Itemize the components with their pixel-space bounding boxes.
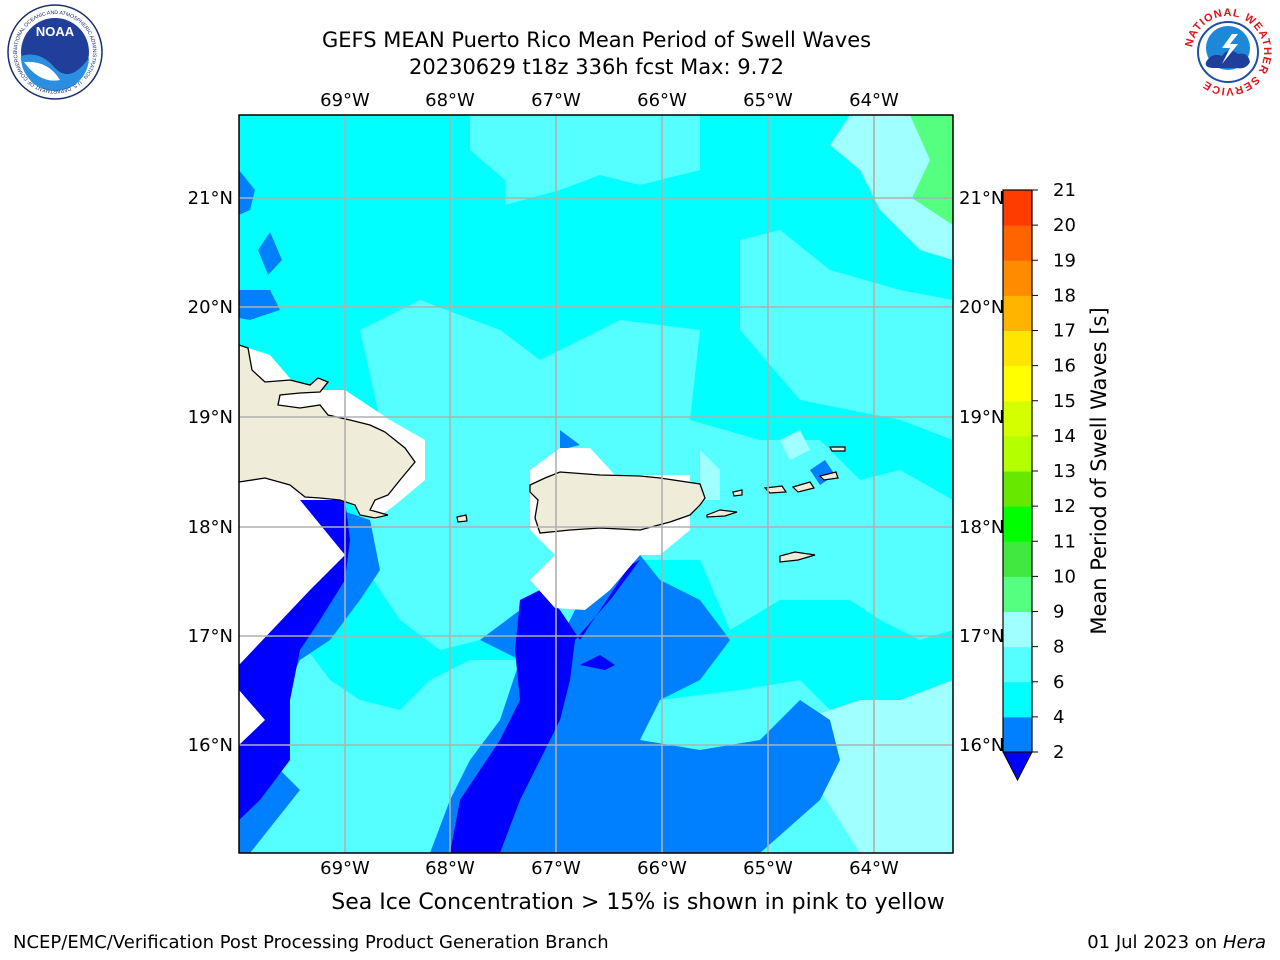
footer-branch: NCEP/EMC/Verification Post Processing Pr…	[13, 932, 609, 953]
lon-label-top: 69°W	[320, 90, 370, 111]
colorbar-swatch	[1003, 646, 1032, 683]
lat-label-left: 16°N	[188, 735, 233, 756]
colorbar-swatch	[1003, 471, 1032, 507]
colorbar-tick-label: 20	[1053, 215, 1076, 236]
colorbar-extend	[1002, 751, 1033, 782]
chart-title: GEFS MEAN Puerto Rico Mean Period of Swe…	[321, 28, 872, 52]
lon-label-top: 66°W	[637, 90, 687, 111]
map-frame	[238, 114, 954, 854]
hispaniola-land	[239, 344, 416, 519]
lat-label-left: 17°N	[188, 626, 233, 647]
chart-subtitle: 20230629 t18z 336h fcst Max: 9.72	[409, 55, 784, 79]
lon-label-bottom: 65°W	[743, 858, 793, 879]
lat-labels-right: 21°N 20°N 19°N 18°N 17°N 16°N	[959, 188, 1004, 756]
colorbar-tick-label: 17	[1053, 321, 1076, 342]
lon-label-top: 65°W	[743, 90, 793, 111]
colorbar-tick-label: 12	[1053, 496, 1076, 517]
noaa-logo: NOAA NATIONAL OCEANIC AND ATMOSPHERIC AD…	[7, 4, 103, 100]
lat-label-right: 17°N	[959, 626, 1004, 647]
colorbar-swatch	[1003, 576, 1032, 612]
lon-label-bottom: 69°W	[320, 858, 370, 879]
contour-4-6	[239, 170, 840, 853]
colorbar-tick-label: 4	[1053, 707, 1064, 728]
lon-label-bottom: 68°W	[425, 858, 475, 879]
contour-2-4	[239, 500, 640, 853]
lon-label-bottom: 66°W	[637, 858, 687, 879]
lat-labels-left: 21°N 20°N 19°N 18°N 17°N 16°N	[188, 188, 233, 756]
nws-logo: NATIONAL WEATHER SERVICE	[1182, 6, 1274, 98]
sea-ice-caption-text: Sea Ice Concentration > 15% is shown in …	[331, 890, 945, 915]
colorbar-swatch	[1003, 435, 1032, 472]
colorbar-swatch	[1003, 225, 1032, 261]
footer-date-text: 01 Jul 2023 on	[1087, 932, 1223, 953]
lon-label-top: 68°W	[425, 90, 475, 111]
graticule	[239, 115, 953, 853]
colorbar-tick-label: 2	[1053, 742, 1064, 763]
colorbar-swatch	[1003, 400, 1032, 437]
colorbar-swatch	[1003, 295, 1032, 331]
colorbar-tick-label: 15	[1053, 391, 1076, 412]
colorbar-swatch	[1003, 541, 1032, 577]
lon-label-bottom: 67°W	[531, 858, 581, 879]
colorbar-tick-label: 16	[1053, 356, 1076, 377]
lat-label-left: 19°N	[188, 407, 233, 428]
colorbar-swatch	[1003, 611, 1032, 648]
colorbar-tick-label: 18	[1053, 285, 1076, 306]
small-islands	[456, 446, 846, 563]
colorbar-tick-label: 19	[1053, 250, 1076, 271]
lat-label-right: 18°N	[959, 517, 1004, 538]
lon-label-top: 67°W	[531, 90, 581, 111]
svg-text:NOAA: NOAA	[36, 24, 75, 39]
sea-ice-caption: Sea Ice Concentration > 15% is shown in …	[0, 890, 1278, 915]
colorbar-tick-label: 13	[1053, 461, 1076, 482]
lat-label-right: 19°N	[959, 407, 1004, 428]
colorbar-swatch	[1003, 190, 1032, 226]
colorbar-swatch	[1003, 681, 1032, 718]
lon-label-bottom: 64°W	[849, 858, 899, 879]
swell-period-field	[239, 115, 953, 853]
colorbar-tick-label: 6	[1053, 672, 1064, 693]
colorbar-swatch	[1003, 365, 1032, 402]
footer-host: Hera	[1222, 932, 1266, 953]
lat-label-left: 21°N	[188, 188, 233, 209]
colorbar-swatch	[1003, 716, 1032, 753]
colorbar-tick-label: 8	[1053, 637, 1064, 658]
lat-label-right: 20°N	[959, 297, 1004, 318]
colorbar-tick-label: 14	[1053, 426, 1076, 447]
colorbar-tick-label: 21	[1053, 180, 1076, 201]
colorbar-tick-label: 10	[1053, 566, 1076, 587]
lat-label-right: 16°N	[959, 735, 1004, 756]
colorbar-swatch	[1003, 260, 1032, 296]
colorbar-swatch	[1003, 330, 1032, 367]
lat-label-left: 20°N	[188, 297, 233, 318]
footer-date: 01 Jul 2023 on Hera	[1087, 932, 1266, 953]
lon-labels-bottom: 69°W 68°W 67°W 66°W 65°W 64°W	[320, 858, 899, 879]
lat-label-right: 21°N	[959, 188, 1004, 209]
colorbar-tick-label: 9	[1053, 602, 1064, 623]
colorbar: 2 4 6 8 9 10 11 12 13 14 15 16 17 18 19 20 21	[1002, 180, 1076, 782]
colorbar-swatch	[1003, 506, 1032, 542]
lon-labels-top: 69°W 68°W 67°W 66°W 65°W 64°W	[320, 90, 899, 111]
colorbar-tick-label: 11	[1053, 531, 1076, 552]
lat-label-left: 18°N	[188, 517, 233, 538]
colorbar-label: Mean Period of Swell Waves [s]	[1087, 307, 1111, 634]
lon-label-top: 64°W	[849, 90, 899, 111]
